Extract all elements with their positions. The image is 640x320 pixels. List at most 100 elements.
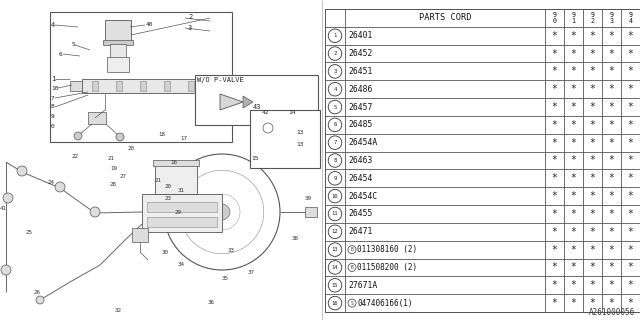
Text: 7: 7 — [51, 95, 55, 100]
Circle shape — [36, 296, 44, 304]
Text: *: * — [609, 280, 614, 290]
Bar — [0, 0, 321, 320]
Text: *: * — [628, 120, 634, 130]
Text: *: * — [571, 227, 577, 237]
Bar — [255, 100, 275, 112]
Text: *: * — [552, 49, 557, 59]
Text: *: * — [552, 102, 557, 112]
Bar — [110, 44, 126, 58]
Text: 2: 2 — [333, 51, 337, 56]
Text: 26485: 26485 — [348, 120, 372, 129]
Text: 13: 13 — [296, 142, 303, 148]
Text: 3: 3 — [188, 25, 192, 31]
Text: 14: 14 — [332, 265, 339, 270]
Text: 26486: 26486 — [348, 85, 372, 94]
Text: *: * — [589, 227, 595, 237]
Bar — [142, 194, 222, 232]
Text: *: * — [552, 227, 557, 237]
Text: 0: 0 — [51, 124, 55, 130]
Bar — [195, 75, 318, 125]
Text: 26454: 26454 — [348, 174, 372, 183]
Text: 1: 1 — [333, 33, 337, 38]
Text: *: * — [628, 156, 634, 165]
Bar — [82, 79, 218, 93]
Text: *: * — [589, 156, 595, 165]
Text: S: S — [351, 300, 353, 306]
Text: *: * — [628, 298, 634, 308]
Text: 8: 8 — [51, 105, 55, 109]
Text: 29: 29 — [175, 211, 182, 215]
Text: *: * — [589, 49, 595, 59]
Text: *: * — [628, 173, 634, 183]
Bar — [188, 81, 194, 91]
Text: *: * — [589, 31, 595, 41]
Text: 011508200 (2): 011508200 (2) — [357, 263, 417, 272]
Text: 10: 10 — [332, 194, 339, 199]
Text: *: * — [609, 156, 614, 165]
Text: *: * — [628, 209, 634, 219]
Text: *: * — [628, 31, 634, 41]
Text: 31: 31 — [178, 188, 185, 193]
Text: *: * — [609, 191, 614, 201]
Text: 4: 4 — [333, 87, 337, 92]
Text: 32: 32 — [115, 308, 122, 313]
Circle shape — [116, 133, 124, 141]
Text: 36: 36 — [208, 300, 215, 305]
Circle shape — [74, 132, 82, 140]
Text: *: * — [589, 244, 595, 255]
Text: 16: 16 — [170, 161, 177, 165]
Text: 39: 39 — [305, 196, 312, 201]
Text: 33: 33 — [228, 247, 235, 252]
Text: *: * — [609, 227, 614, 237]
Text: *: * — [552, 280, 557, 290]
Text: 27671A: 27671A — [348, 281, 377, 290]
Text: *: * — [571, 262, 577, 272]
Text: 23: 23 — [165, 196, 172, 201]
Text: 26463: 26463 — [348, 156, 372, 165]
Text: *: * — [589, 280, 595, 290]
Text: *: * — [609, 138, 614, 148]
Text: 25: 25 — [26, 229, 33, 235]
Text: *: * — [571, 244, 577, 255]
Text: 1: 1 — [51, 76, 55, 82]
Text: *: * — [552, 298, 557, 308]
Text: 9
1: 9 1 — [572, 12, 575, 24]
Text: 9
2: 9 2 — [591, 12, 595, 24]
Text: 35: 35 — [222, 276, 229, 281]
Text: *: * — [589, 173, 595, 183]
Bar — [200, 97, 255, 115]
Text: *: * — [628, 280, 634, 290]
Text: *: * — [609, 173, 614, 183]
Text: *: * — [552, 156, 557, 165]
Text: 6: 6 — [333, 122, 337, 127]
Text: 10: 10 — [51, 85, 58, 91]
Text: *: * — [571, 84, 577, 94]
Text: *: * — [609, 84, 614, 94]
Circle shape — [1, 265, 11, 275]
Text: 15: 15 — [332, 283, 339, 288]
Text: 19: 19 — [110, 165, 117, 171]
Text: 37: 37 — [248, 269, 255, 275]
Text: 34: 34 — [178, 262, 185, 268]
Text: 22: 22 — [72, 155, 79, 159]
Text: *: * — [552, 120, 557, 130]
Polygon shape — [243, 96, 253, 108]
Text: 15: 15 — [251, 156, 259, 161]
Polygon shape — [220, 94, 243, 110]
Text: *: * — [628, 191, 634, 201]
Text: *: * — [571, 156, 577, 165]
Bar — [107, 57, 129, 72]
Text: W/O P-VALVE: W/O P-VALVE — [197, 77, 244, 83]
Text: 011308160 (2): 011308160 (2) — [357, 245, 417, 254]
Bar — [147, 202, 217, 212]
Text: *: * — [552, 244, 557, 255]
Text: 13: 13 — [296, 130, 303, 134]
Text: *: * — [571, 49, 577, 59]
Bar — [218, 81, 232, 91]
Text: *: * — [589, 262, 595, 272]
Text: 5: 5 — [333, 105, 337, 109]
Text: 28: 28 — [110, 182, 117, 188]
Text: *: * — [628, 262, 634, 272]
Text: 9
3: 9 3 — [609, 12, 614, 24]
Text: *: * — [552, 66, 557, 76]
